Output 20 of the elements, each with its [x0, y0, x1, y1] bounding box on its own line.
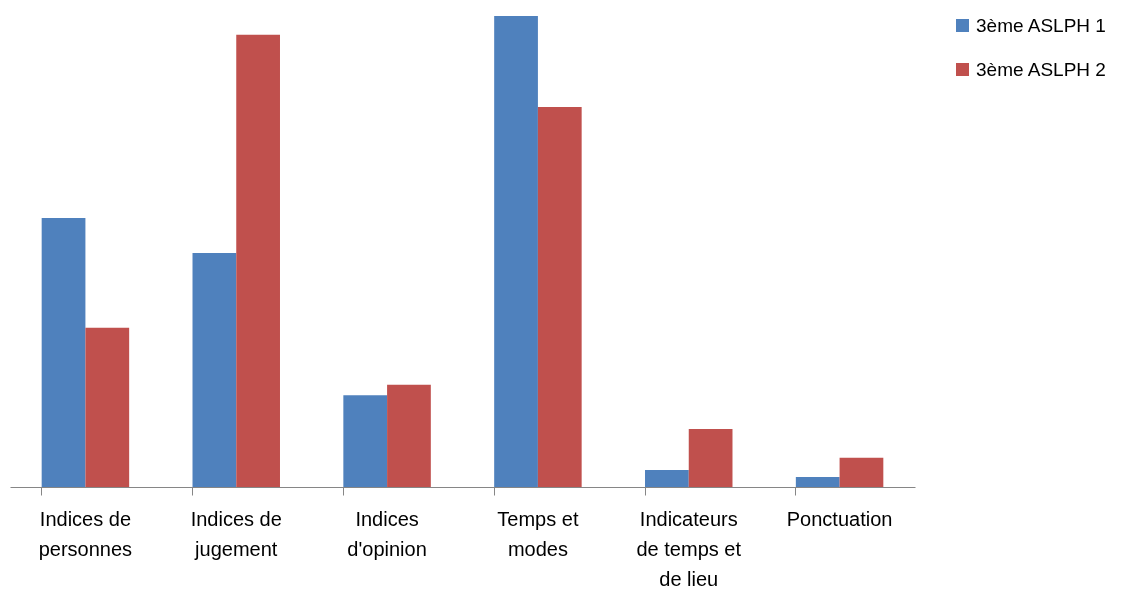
bar — [537, 106, 582, 487]
x-tick-label: Indices d'opinion — [347, 507, 427, 560]
x-tick-label: Temps et modes — [497, 507, 579, 560]
bar — [236, 34, 280, 487]
bar — [343, 395, 388, 487]
bar — [41, 218, 86, 487]
x-tick-label: Indices de jugement — [190, 507, 282, 560]
legend-label: 3ème ASLPH 2 — [976, 58, 1106, 80]
bar — [192, 252, 237, 487]
bar — [85, 327, 130, 487]
x-tick-label: Indices de personnes — [38, 507, 133, 560]
x-tick-label: Ponctuation — [786, 507, 893, 530]
bar — [645, 470, 689, 487]
bar — [839, 457, 884, 487]
bar — [688, 429, 733, 487]
bar — [795, 477, 840, 487]
x-tick-label: Indicateurs de temps et de lieu — [636, 507, 742, 590]
bar — [494, 16, 538, 487]
legend-label: 3ème ASLPH 1 — [976, 14, 1106, 36]
bar — [387, 384, 431, 487]
